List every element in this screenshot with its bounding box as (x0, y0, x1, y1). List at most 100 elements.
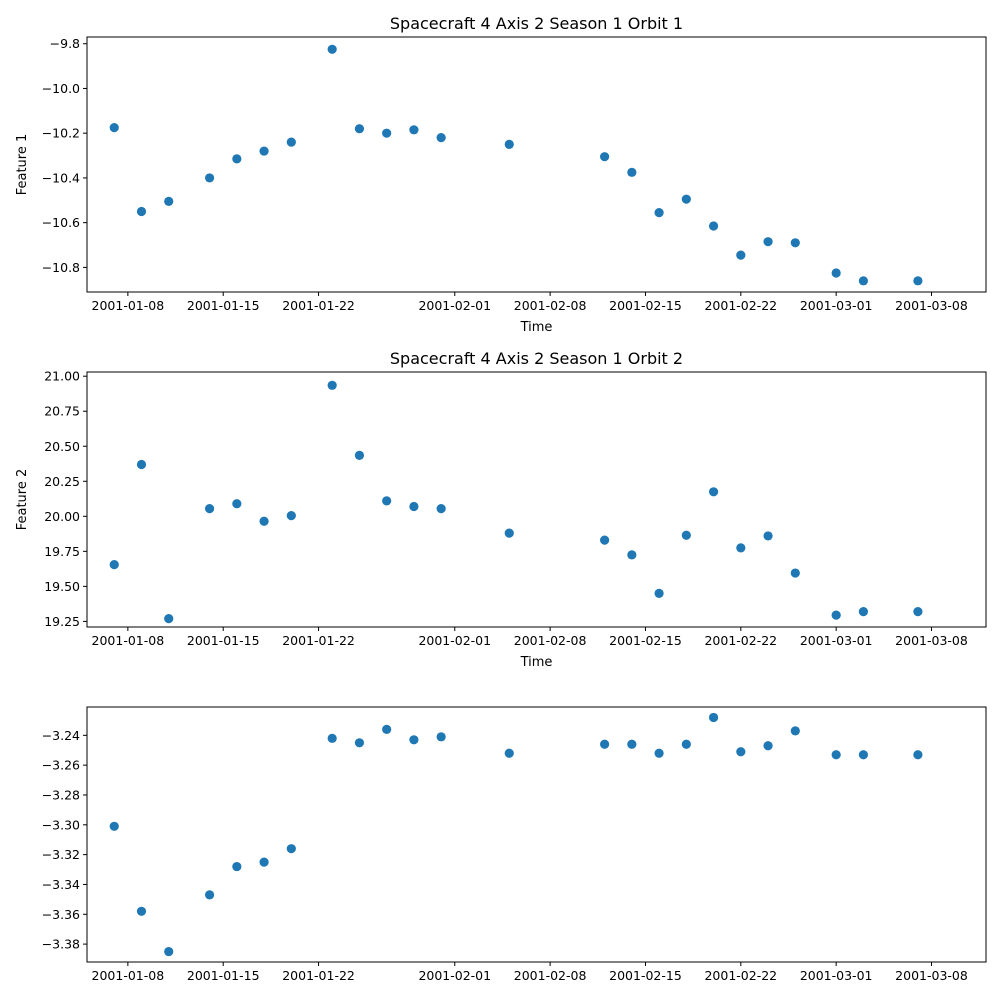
data-point (790, 726, 800, 736)
data-point (600, 535, 610, 545)
data-point (136, 206, 147, 217)
y-tick-label: 19.75 (44, 544, 80, 559)
x-tick-label: 2001-01-15 (187, 968, 260, 983)
data-point (831, 750, 841, 760)
data-point (109, 122, 119, 133)
y-tick-label: 20.00 (44, 509, 80, 524)
data-point (736, 250, 746, 260)
x-tick-label: 2001-01-22 (282, 633, 355, 648)
chart-title: Spacecraft 4 Axis 2 Season 1 Orbit 2 (390, 349, 683, 368)
data-points (109, 44, 923, 286)
data-point (327, 44, 337, 54)
x-tick-label: 2001-02-08 (514, 968, 587, 983)
x-tick-label: 2001-01-22 (282, 298, 355, 313)
x-tick-label: 2001-02-15 (609, 968, 682, 983)
data-point (354, 738, 365, 748)
data-point (164, 946, 174, 957)
x-tick-label: 2001-01-08 (92, 968, 165, 983)
x-tick-label: 2001-03-08 (895, 633, 968, 648)
data-point (164, 613, 174, 624)
x-tick-label: 2001-01-15 (187, 633, 260, 648)
data-point (136, 906, 147, 916)
data-point (259, 516, 269, 526)
y-tick-label: −10.6 (42, 215, 80, 230)
x-tick-label: 2001-03-01 (800, 968, 873, 983)
x-tick-label: 2001-03-01 (800, 633, 873, 648)
data-point (790, 568, 800, 578)
data-point (858, 750, 869, 760)
plot-frame (86, 371, 987, 628)
chart-title: Spacecraft 4 Axis 2 Season 1 Orbit 1 (390, 14, 683, 33)
data-point (164, 196, 174, 207)
chart-panel-3: 2001-01-08 2001-01-15 2001-01-22 2001-02-01… (42, 706, 987, 983)
y-tick-label: 20.75 (44, 404, 80, 419)
data-point (504, 528, 514, 538)
data-point (204, 504, 215, 514)
chart-panel-1: Spacecraft 4 Axis 2 Season 1 Orbit 1 2001… (15, 14, 987, 335)
data-point (409, 735, 419, 745)
y-tick-label: 20.50 (44, 439, 80, 454)
data-point (627, 739, 637, 749)
x-axis-label: Time (520, 655, 553, 670)
data-point (354, 450, 365, 460)
y-tick-label: −3.32 (42, 847, 80, 862)
data-point (504, 139, 514, 149)
x-tick-label: 2001-02-01 (418, 633, 491, 648)
data-point (600, 739, 610, 749)
x-tick-label: 2001-03-08 (895, 968, 968, 983)
data-point (436, 732, 446, 742)
y-axis-label: Feature 2 (15, 469, 30, 531)
y-tick-label: −3.38 (42, 937, 80, 952)
x-tick-label: 2001-02-15 (609, 298, 682, 313)
y-tick-label: −10.2 (42, 126, 80, 141)
data-point (109, 560, 119, 570)
x-tick-label: 2001-01-08 (92, 633, 165, 648)
data-point (763, 531, 773, 541)
data-point (409, 501, 419, 512)
data-point (627, 550, 637, 560)
data-point (327, 733, 337, 743)
data-point (436, 504, 446, 514)
data-point (681, 530, 691, 540)
data-point (763, 237, 773, 247)
data-point (436, 133, 446, 143)
data-point (204, 890, 215, 900)
plot-frame (86, 706, 987, 963)
data-point (708, 221, 719, 231)
data-point (409, 125, 419, 135)
x-tick-label: 2001-02-22 (704, 968, 777, 983)
data-point (286, 844, 296, 854)
x-tick-label: 2001-02-22 (704, 298, 777, 313)
data-point (136, 459, 147, 470)
data-point (286, 511, 296, 521)
x-tick-label: 2001-02-15 (609, 633, 682, 648)
y-tick-label: 19.25 (44, 614, 80, 629)
data-point (736, 747, 746, 757)
y-tick-label: 19.50 (44, 579, 80, 594)
data-point (708, 712, 719, 723)
x-tick-label: 2001-03-01 (800, 298, 873, 313)
x-tick-label: 2001-02-22 (704, 633, 777, 648)
chart-panel-2: Spacecraft 4 Axis 2 Season 1 Orbit 2 2001… (15, 349, 987, 670)
data-point (708, 487, 719, 497)
y-tick-label: −3.30 (42, 817, 80, 832)
data-point (790, 238, 800, 248)
plot-frame (86, 36, 987, 293)
data-point (109, 821, 119, 831)
x-tick-label: 2001-03-08 (895, 298, 968, 313)
data-point (736, 543, 746, 553)
y-tick-label: −10.4 (42, 170, 80, 185)
x-tick-label: 2001-02-01 (418, 968, 491, 983)
data-point (354, 124, 365, 134)
data-point (382, 724, 392, 734)
data-point (327, 380, 337, 390)
data-point (831, 268, 841, 278)
data-points (109, 712, 923, 957)
y-tick-label: 21.00 (44, 369, 80, 384)
data-point (382, 128, 392, 138)
y-tick-label: −3.24 (42, 728, 80, 743)
x-tick-label: 2001-01-15 (187, 298, 260, 313)
data-point (232, 154, 242, 164)
y-tick-label: −3.26 (42, 758, 80, 773)
data-point (259, 146, 269, 156)
